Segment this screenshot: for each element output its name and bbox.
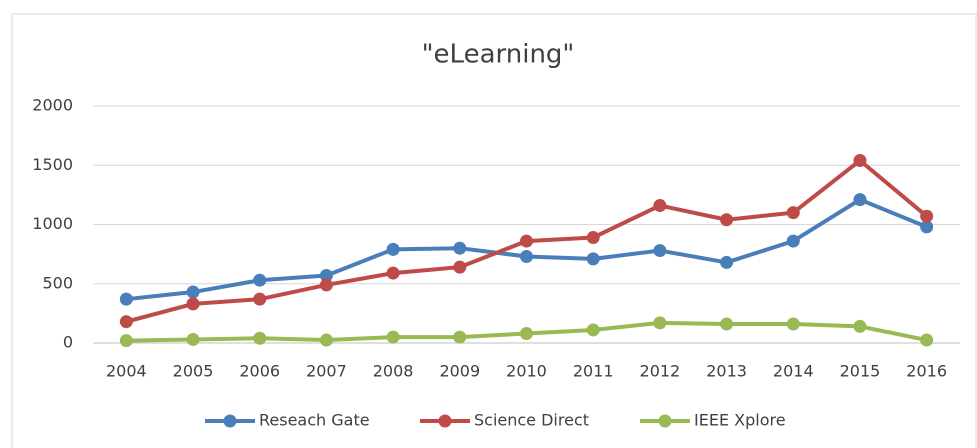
data-point [186,332,200,346]
data-point [119,315,133,329]
y-tick-label: 1000 [32,214,73,233]
x-tick-label: 2008 [373,362,414,381]
data-point [786,206,800,220]
data-point [386,242,400,256]
data-point [319,278,333,292]
data-point [119,334,133,348]
x-tick-label: 2007 [306,362,347,381]
legend-label: Science Direct [474,411,589,430]
legend-label: IEEE Xplore [694,411,786,430]
data-point [186,285,200,299]
x-tick-label: 2014 [773,362,814,381]
data-point [253,273,267,287]
legend-marker [658,414,672,428]
data-point [520,327,533,341]
data-point [653,316,667,330]
data-point [720,213,734,227]
x-tick-label: 2005 [173,362,214,381]
legend-label: Reseach Gate [259,411,370,430]
data-point [586,323,600,337]
data-point [653,244,667,258]
data-point [786,234,800,248]
y-tick-label: 0 [63,333,73,352]
chart-border [11,13,977,448]
data-point [720,317,734,331]
data-point [786,317,800,331]
chart-title: "eLearning" [422,40,575,70]
data-point [920,333,934,347]
data-point [920,209,934,223]
data-point [586,231,600,245]
x-tick-label: 2012 [640,362,681,381]
x-tick-label: 2009 [439,362,480,381]
x-tick-label: 2004 [106,362,147,381]
y-tick-label: 2000 [32,96,73,115]
data-point [453,260,467,274]
x-tick-label: 2006 [239,362,280,381]
y-tick-label: 1500 [32,155,73,174]
data-point [520,234,533,248]
data-point [119,292,133,306]
legend-marker [438,414,452,428]
x-tick-label: 2011 [573,362,614,381]
data-point [653,199,667,213]
data-point [386,330,400,344]
data-point [253,292,267,306]
data-point [720,255,734,269]
x-tick-label: 2015 [840,362,881,381]
data-point [319,333,333,347]
x-tick-label: 2016 [906,362,947,381]
data-point [920,220,934,234]
data-point [186,297,200,311]
data-point [853,319,867,333]
data-point [453,330,467,344]
data-point [386,266,400,280]
data-point [253,331,267,345]
data-point [586,252,600,266]
data-point [453,241,467,255]
y-tick-label: 500 [42,273,73,292]
data-point [520,249,533,263]
data-point [853,154,867,168]
data-point [319,268,333,282]
legend-marker [223,414,237,428]
data-point [853,193,867,207]
x-tick-label: 2013 [706,362,747,381]
x-tick-label: 2010 [506,362,547,381]
